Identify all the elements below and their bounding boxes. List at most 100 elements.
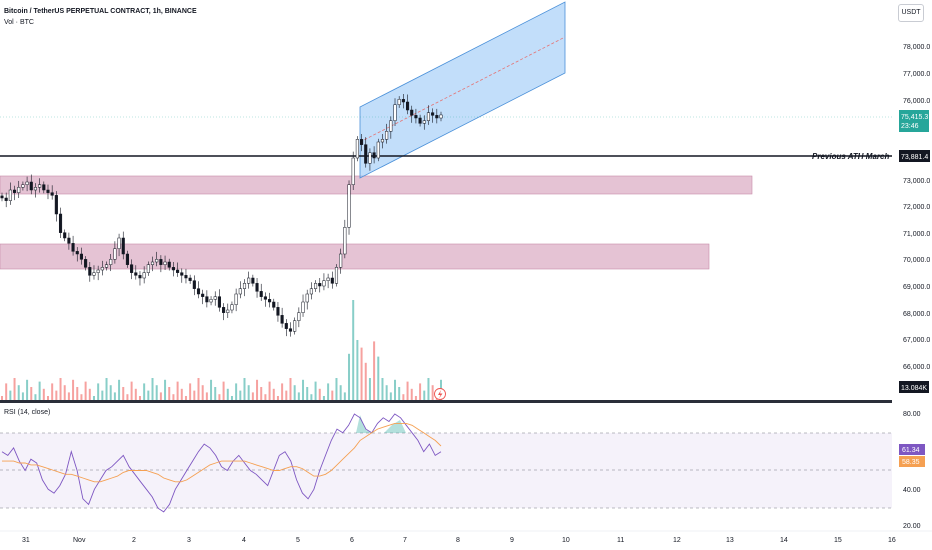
candle-body[interactable] [188, 277, 192, 281]
candle-body[interactable] [176, 269, 180, 273]
candle-body[interactable] [226, 309, 230, 313]
candle-body[interactable] [146, 264, 150, 273]
rsi-value-tag[interactable] [899, 444, 925, 455]
candle-body[interactable] [293, 320, 297, 332]
candle-body[interactable] [301, 301, 305, 313]
candle-body[interactable] [180, 272, 184, 276]
candle-body[interactable] [272, 301, 276, 308]
candle-body[interactable] [355, 139, 359, 159]
candle-body[interactable] [334, 267, 339, 284]
candle-body[interactable] [117, 237, 121, 249]
candle-body[interactable] [46, 189, 50, 193]
candle-body[interactable] [259, 291, 263, 297]
candle-body[interactable] [422, 120, 426, 124]
candle-body[interactable] [92, 272, 96, 276]
candle-body[interactable] [159, 259, 163, 265]
candle-body[interactable] [217, 296, 221, 308]
candle-body[interactable] [318, 283, 322, 287]
candle-body[interactable] [184, 275, 188, 279]
candle-body[interactable] [368, 152, 372, 164]
candle-body[interactable] [205, 296, 209, 303]
pane-separator[interactable] [0, 400, 932, 403]
candle-body[interactable] [134, 272, 138, 276]
candle-body[interactable] [351, 157, 355, 185]
candle-body[interactable] [410, 109, 414, 116]
candle-body[interactable] [418, 117, 422, 124]
candle-body[interactable] [201, 293, 205, 297]
candle-body[interactable] [71, 243, 75, 252]
candle-body[interactable] [288, 328, 293, 332]
supply-zone-upper[interactable] [0, 175, 753, 195]
candle-body[interactable] [376, 141, 380, 159]
volume-indicator-label[interactable]: Vol · BTC [4, 19, 34, 26]
rsi-indicator-label[interactable]: RSI (14, close) [4, 409, 51, 416]
candle-body[interactable] [196, 288, 201, 295]
ascending-channel[interactable] [359, 1, 566, 179]
candle-body[interactable] [263, 296, 267, 300]
candle-body[interactable] [339, 253, 343, 268]
candle-body[interactable] [84, 259, 88, 268]
candle-body[interactable] [163, 261, 167, 265]
candle-body[interactable] [309, 288, 313, 295]
candle-body[interactable] [21, 184, 25, 188]
candle-body[interactable] [326, 277, 330, 281]
candle-body[interactable] [439, 114, 443, 119]
candle-body[interactable] [142, 272, 146, 279]
candle-body[interactable] [130, 264, 134, 273]
candle-body[interactable] [155, 259, 159, 263]
candle-body[interactable] [360, 139, 364, 145]
candle-body[interactable] [247, 277, 251, 284]
candle-body[interactable] [0, 195, 4, 199]
candle-body[interactable] [8, 189, 12, 201]
candle-body[interactable] [171, 267, 175, 271]
candle-body[interactable] [38, 184, 42, 188]
candle-body[interactable] [268, 299, 272, 303]
candle-body[interactable] [431, 112, 435, 116]
candle-body[interactable] [380, 139, 385, 143]
ath-price-tag[interactable] [899, 150, 930, 162]
candle-body[interactable] [79, 253, 83, 260]
candle-body[interactable] [33, 187, 37, 191]
symbol-title[interactable]: Bitcoin / TetherUS PERPETUAL CONTRACT, 1… [4, 8, 197, 15]
candle-body[interactable] [251, 277, 255, 284]
candle-body[interactable] [297, 312, 301, 321]
candle-body[interactable] [100, 267, 104, 271]
candle-body[interactable] [426, 112, 431, 121]
candle-body[interactable] [242, 283, 247, 289]
candle-body[interactable] [406, 101, 410, 111]
candle-body[interactable] [88, 267, 92, 276]
candle-body[interactable] [58, 213, 63, 233]
candle-body[interactable] [50, 192, 54, 196]
candle-body[interactable] [389, 120, 393, 132]
candle-body[interactable] [222, 307, 226, 313]
rsi-ma-tag[interactable] [899, 456, 925, 467]
candle-body[interactable] [54, 195, 58, 215]
candle-body[interactable] [284, 323, 288, 329]
rsi-ma-line[interactable] [2, 422, 442, 483]
candle-body[interactable] [343, 227, 347, 255]
candle-body[interactable] [125, 253, 129, 265]
candle-body[interactable] [12, 189, 17, 193]
currency-button[interactable]: USDT [898, 4, 924, 22]
candle-body[interactable] [372, 152, 376, 159]
candle-body[interactable] [25, 181, 29, 185]
candle-body[interactable] [393, 104, 397, 121]
candle-body[interactable] [167, 261, 171, 268]
candle-body[interactable] [414, 115, 418, 119]
candle-body[interactable] [435, 115, 439, 119]
candle-body[interactable] [401, 99, 405, 103]
candle-body[interactable] [255, 283, 259, 292]
candle-body[interactable] [67, 237, 71, 244]
candle-body[interactable] [209, 299, 213, 303]
candle-body[interactable] [104, 264, 109, 268]
candle-body[interactable] [192, 280, 196, 289]
candle-body[interactable] [305, 293, 309, 303]
current-price-tag[interactable] [899, 110, 929, 132]
candle-body[interactable] [29, 181, 33, 191]
candle-body[interactable] [109, 259, 113, 265]
candle-body[interactable] [238, 288, 242, 295]
candle-body[interactable] [113, 248, 117, 260]
candle-body[interactable] [42, 184, 46, 191]
candle-body[interactable] [397, 99, 401, 105]
